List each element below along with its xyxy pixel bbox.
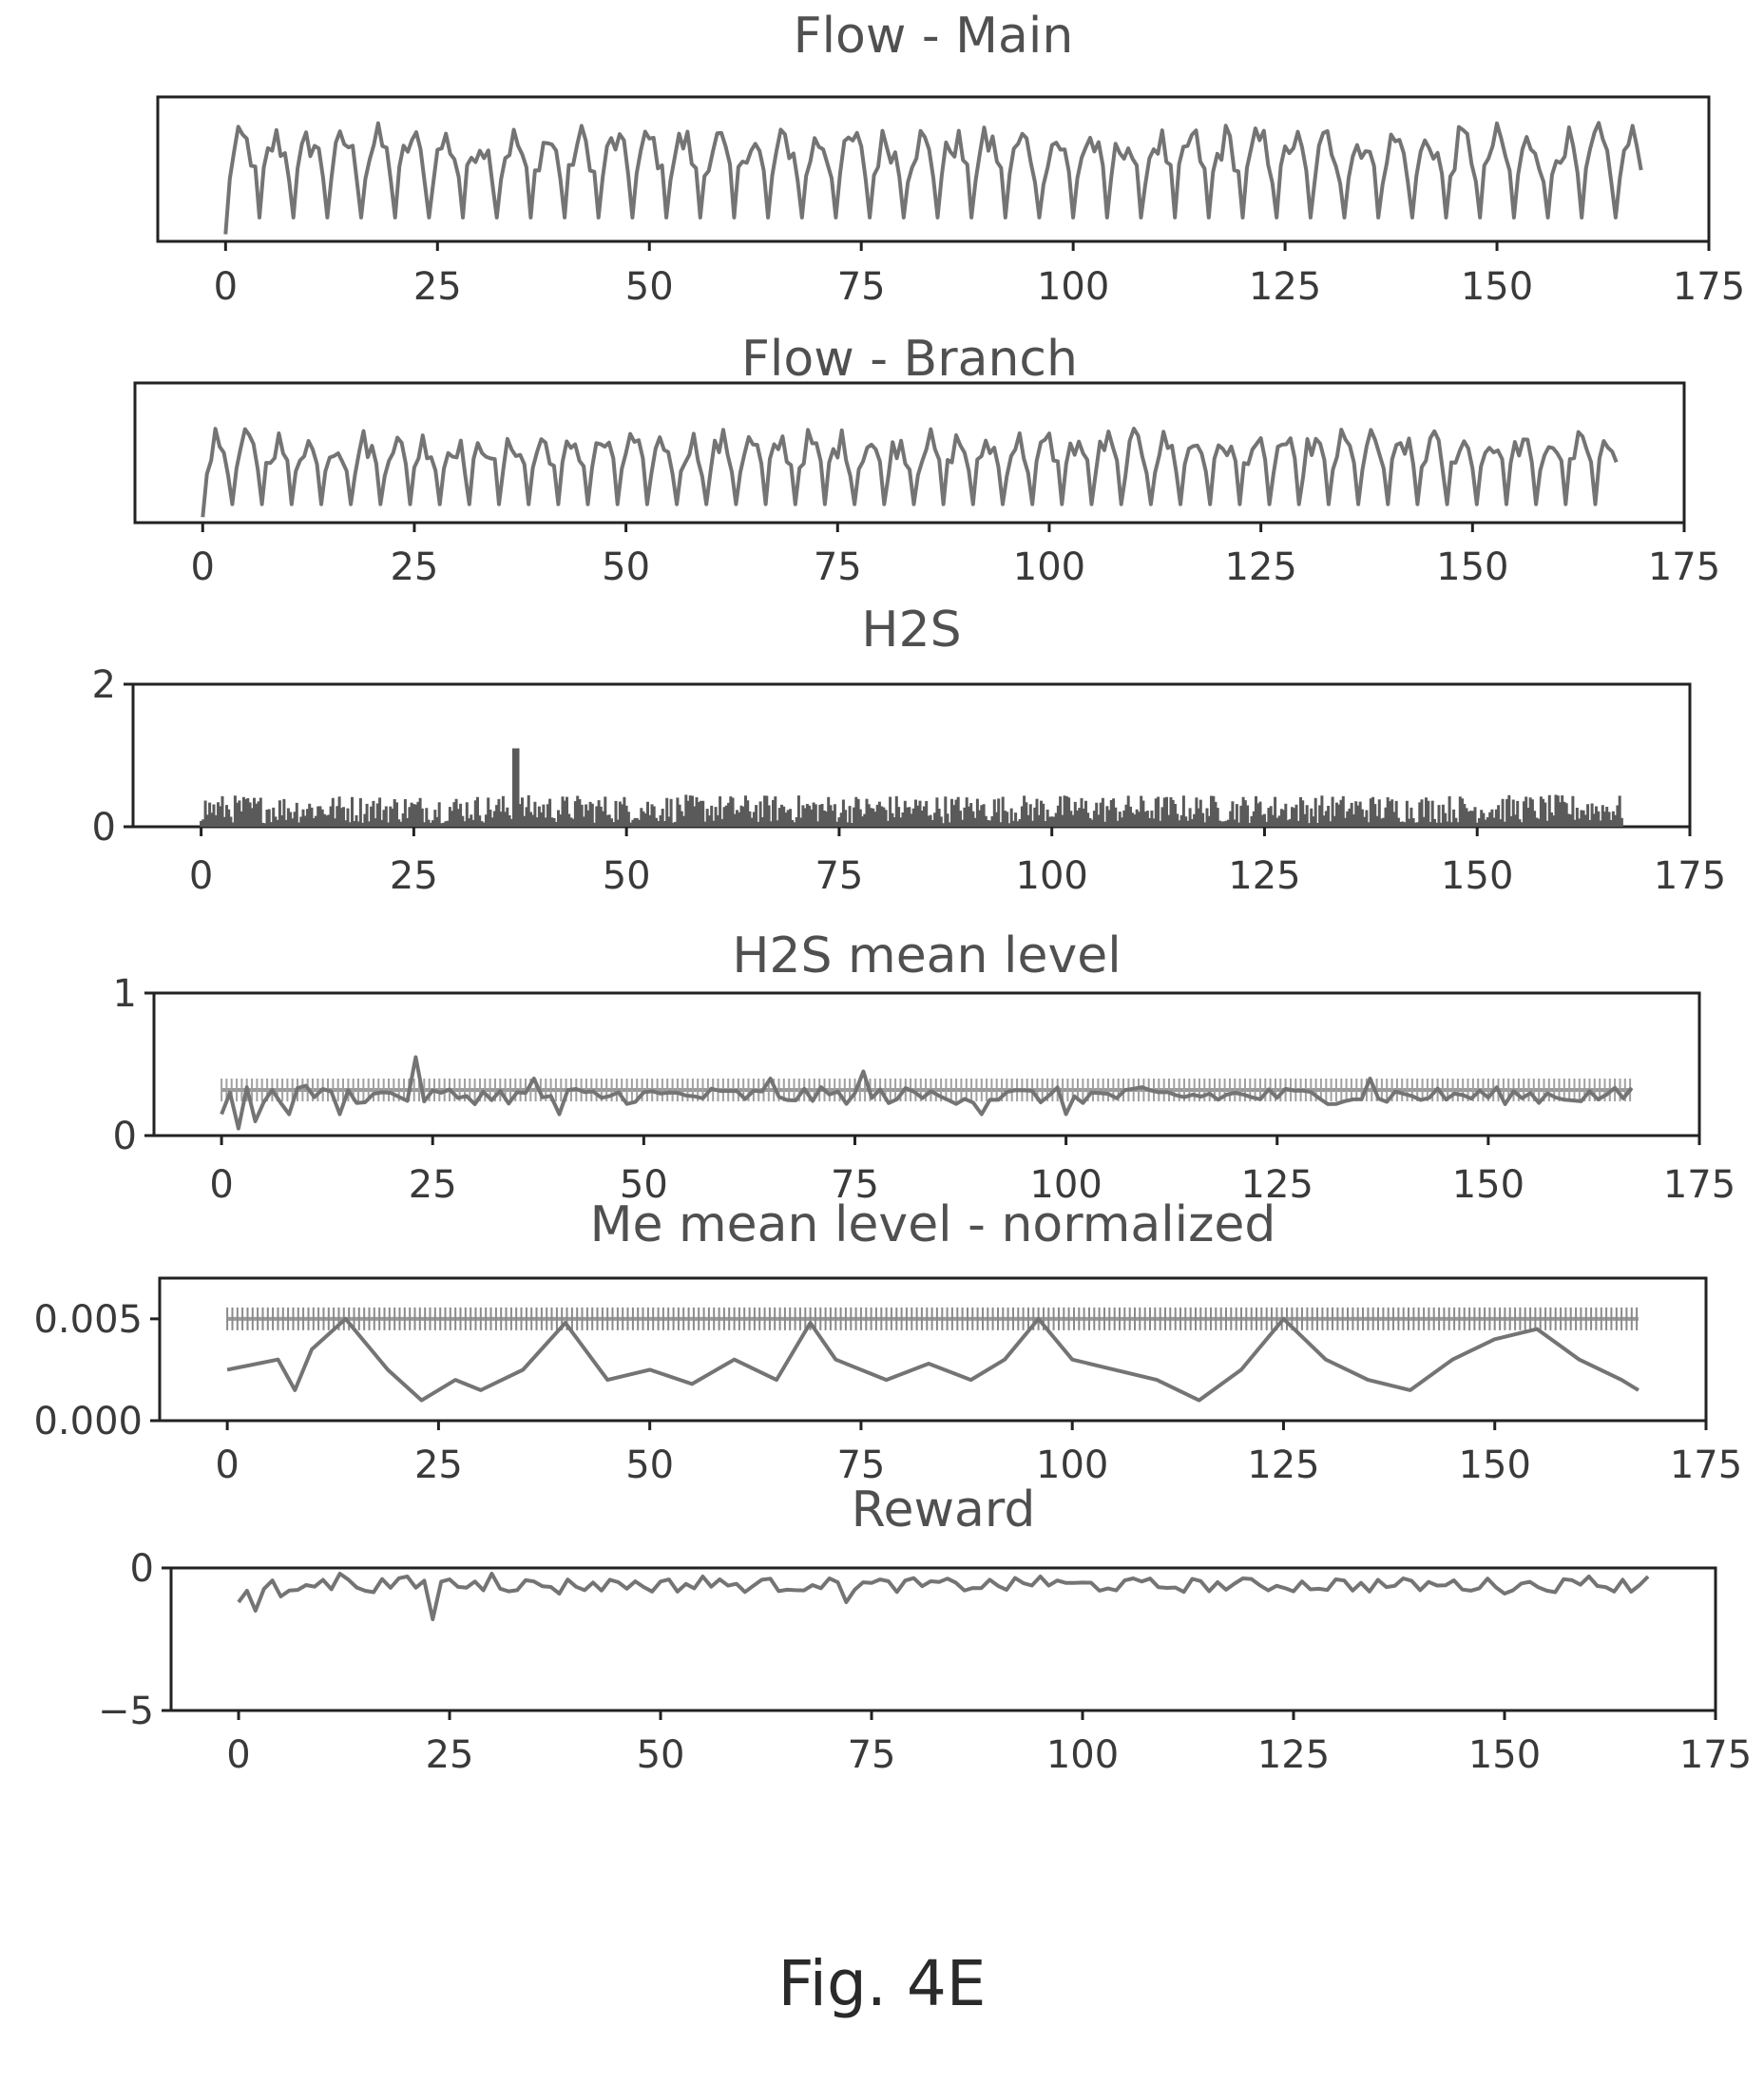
chart-title: Flow - Branch	[741, 331, 1078, 388]
x-tick-label: 0	[226, 1733, 250, 1777]
plot-frame	[158, 1276, 1708, 1423]
x-tick-label: 150	[1468, 1733, 1541, 1777]
chart-title: Flow - Main	[794, 8, 1074, 65]
x-tick-label: 175	[1663, 1163, 1735, 1207]
x-tick-label: 125	[1224, 545, 1296, 589]
chart-title: H2S	[861, 602, 961, 659]
x-tick-label: 0	[209, 1163, 233, 1207]
x-tick-label: 75	[837, 265, 886, 309]
x-tick-label: 25	[390, 545, 438, 589]
plot-frame	[133, 381, 1686, 525]
chart-title: Me mean level - normalized	[590, 1196, 1276, 1253]
x-tick-label: 50	[637, 1733, 685, 1777]
x-tick-label: 75	[831, 1163, 879, 1207]
chart-panel-1: Flow - Main 0 25 50 75 100 125 150 175	[156, 8, 1745, 309]
x-tick-label: 150	[1436, 545, 1508, 589]
series-line	[226, 1316, 1639, 1403]
x-tick-label: 100	[1036, 1443, 1108, 1487]
x-tick-label: 50	[602, 545, 650, 589]
chart-title: H2S mean level	[732, 927, 1121, 984]
series-line	[201, 427, 1619, 518]
x-tick-label: 25	[426, 1733, 474, 1777]
chart-panel-4: H2S mean level 0 25 50 75 100 125 150 175 0 1	[113, 927, 1736, 1207]
x-tick-label: 125	[1247, 1443, 1319, 1487]
x-tick-label: 100	[1013, 545, 1085, 589]
y-tick-label: 2	[92, 663, 116, 707]
x-tick-label: 100	[1016, 854, 1088, 898]
plot-frame	[152, 991, 1701, 1137]
y-tick-label: 0	[113, 1115, 137, 1158]
chart-panel-5: Me mean level - normalized 0 25 50 75 100 125 1…	[33, 1196, 1742, 1487]
x-tick-label: 50	[625, 1443, 674, 1487]
x-tick-label: 75	[836, 1443, 885, 1487]
x-tick-label: 150	[1441, 854, 1513, 898]
series-line	[220, 1055, 1634, 1131]
x-tick-label: 50	[603, 854, 651, 898]
y-tick-label: 0	[92, 806, 116, 850]
plot-frame	[156, 95, 1711, 243]
y-tick-label: 0.005	[33, 1298, 143, 1342]
x-tick-label: 75	[815, 854, 863, 898]
x-tick-label: 0	[189, 854, 213, 898]
y-tick-label: −5	[98, 1690, 154, 1733]
x-tick-label: 175	[1654, 854, 1726, 898]
x-tick-label: 0	[215, 1443, 239, 1487]
x-tick-label: 100	[1037, 265, 1109, 309]
plot-frame	[169, 1566, 1717, 1712]
series-line	[223, 121, 1643, 235]
x-tick-label: 0	[191, 545, 215, 589]
series-line	[237, 1572, 1650, 1621]
x-tick-label: 175	[1670, 1443, 1742, 1487]
x-tick-label: 0	[214, 265, 238, 309]
x-tick-label: 100	[1046, 1733, 1119, 1777]
chart-title: Reward	[852, 1481, 1036, 1538]
x-tick-label: 25	[414, 1443, 463, 1487]
marker-ticks	[226, 1307, 1639, 1330]
chart-panel-2: Flow - Branch 0 25 50 75 100 125 150 175	[133, 331, 1720, 589]
figure-caption: Fig. 4E	[777, 1947, 986, 2020]
x-tick-label: 75	[814, 545, 862, 589]
chart-panel-3: H2S 0 25 50 75 100 125 150 175 0 2	[92, 602, 1727, 898]
chart-panel-6: Reward 0 25 50 75 100 125 150 175 0 −5	[98, 1481, 1752, 1777]
x-tick-label: 25	[409, 1163, 457, 1207]
x-tick-label: 25	[390, 854, 438, 898]
x-tick-label: 175	[1673, 265, 1745, 309]
x-tick-label: 75	[848, 1733, 896, 1777]
x-tick-label: 125	[1228, 854, 1300, 898]
y-tick-label: 0.000	[33, 1400, 143, 1443]
x-tick-label: 125	[1241, 1163, 1313, 1207]
x-tick-label: 175	[1679, 1733, 1752, 1777]
x-tick-label: 50	[620, 1163, 668, 1207]
x-tick-label: 25	[413, 265, 462, 309]
x-tick-label: 125	[1249, 265, 1321, 309]
x-tick-label: 150	[1452, 1163, 1524, 1207]
x-tick-label: 100	[1029, 1163, 1102, 1207]
x-tick-label: 175	[1648, 545, 1720, 589]
x-tick-label: 150	[1461, 265, 1533, 309]
x-tick-label: 50	[625, 265, 674, 309]
series-bars	[200, 748, 1623, 827]
x-tick-label: 125	[1257, 1733, 1330, 1777]
y-tick-label: 1	[113, 972, 137, 1016]
x-tick-label: 150	[1459, 1443, 1531, 1487]
y-tick-label: 0	[130, 1547, 154, 1591]
